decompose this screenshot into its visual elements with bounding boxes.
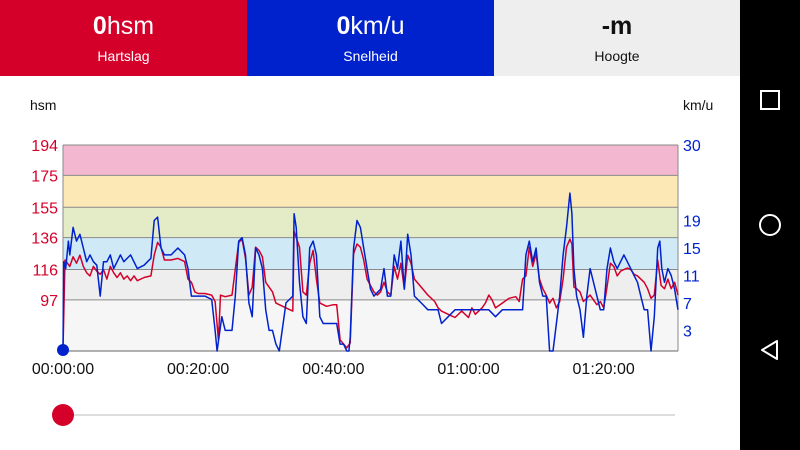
x-axis-tick-label: 00:00:00	[32, 361, 94, 378]
heart-rate-value: 0hsm	[93, 11, 154, 41]
activity-chart: 194 175 155 136 116 97 30 19 15 11 7 3 00:00:00 00:20…	[31, 138, 701, 426]
heart-rate-number: 0	[92, 12, 107, 40]
home-button[interactable]	[740, 195, 800, 255]
right-axis-tick-label: 7	[683, 296, 692, 313]
speed-line	[62, 192, 679, 352]
altitude-number: -m	[601, 12, 633, 40]
left-axis-tick-label: 175	[31, 168, 58, 185]
altitude-label: Hoogte	[594, 48, 640, 64]
right-axis-unit: km/u	[683, 97, 714, 113]
heart-rate-label: Hartslag	[97, 48, 150, 64]
heart-rate-tile[interactable]: 0hsm Hartslag	[0, 0, 247, 76]
left-axis-tick-label: 194	[31, 138, 58, 155]
speed-tile[interactable]: 0km/u Snelheid	[247, 0, 494, 76]
speed-unit: km/u	[350, 12, 405, 40]
heart-rate-line	[62, 230, 679, 350]
x-axis-tick-label: 01:20:00	[573, 361, 635, 378]
right-axis-tick-label: 30	[683, 138, 701, 155]
speed-value: 0km/u	[336, 11, 404, 41]
left-axis-tick-label: 116	[32, 263, 58, 280]
position-marker	[57, 344, 69, 356]
zone-band	[63, 145, 678, 176]
speed-label: Snelheid	[343, 48, 398, 64]
system-navigation-bar	[740, 0, 800, 450]
left-axis-tick-label: 136	[31, 231, 58, 248]
back-button[interactable]	[740, 320, 800, 380]
right-axis-tick-label: 3	[683, 323, 692, 340]
metric-tiles: 0hsm Hartslag 0km/u Snelheid -m Hoogte	[0, 0, 740, 76]
altitude-value: -m	[602, 11, 633, 41]
triangle-back-icon	[761, 340, 778, 360]
zone-band	[63, 175, 678, 208]
zone-band	[63, 207, 678, 238]
altitude-tile[interactable]: -m Hoogte	[494, 0, 740, 76]
zone-band	[63, 299, 678, 351]
right-axis-tick-label: 15	[683, 241, 701, 258]
slider-thumb[interactable]	[52, 404, 74, 426]
x-axis-tick-label: 00:20:00	[167, 361, 229, 378]
right-axis-tick-label: 19	[683, 214, 701, 231]
app-screen: 0hsm Hartslag 0km/u Snelheid -m Hoogte h…	[0, 0, 740, 426]
square-icon	[760, 90, 780, 110]
left-axis-tick-label: 155	[31, 200, 58, 217]
left-axis-unit: hsm	[30, 97, 57, 113]
x-axis-tick-label: 01:00:00	[437, 361, 499, 378]
heart-rate-unit: hsm	[106, 12, 155, 40]
left-axis-tick-label: 97	[40, 293, 58, 310]
recent-apps-button[interactable]	[740, 70, 800, 130]
circle-icon	[759, 214, 781, 236]
right-axis-tick-label: 11	[683, 268, 700, 285]
speed-number: 0	[336, 12, 351, 40]
zone-band	[63, 237, 678, 270]
x-axis-tick-label: 00:40:00	[302, 361, 364, 378]
